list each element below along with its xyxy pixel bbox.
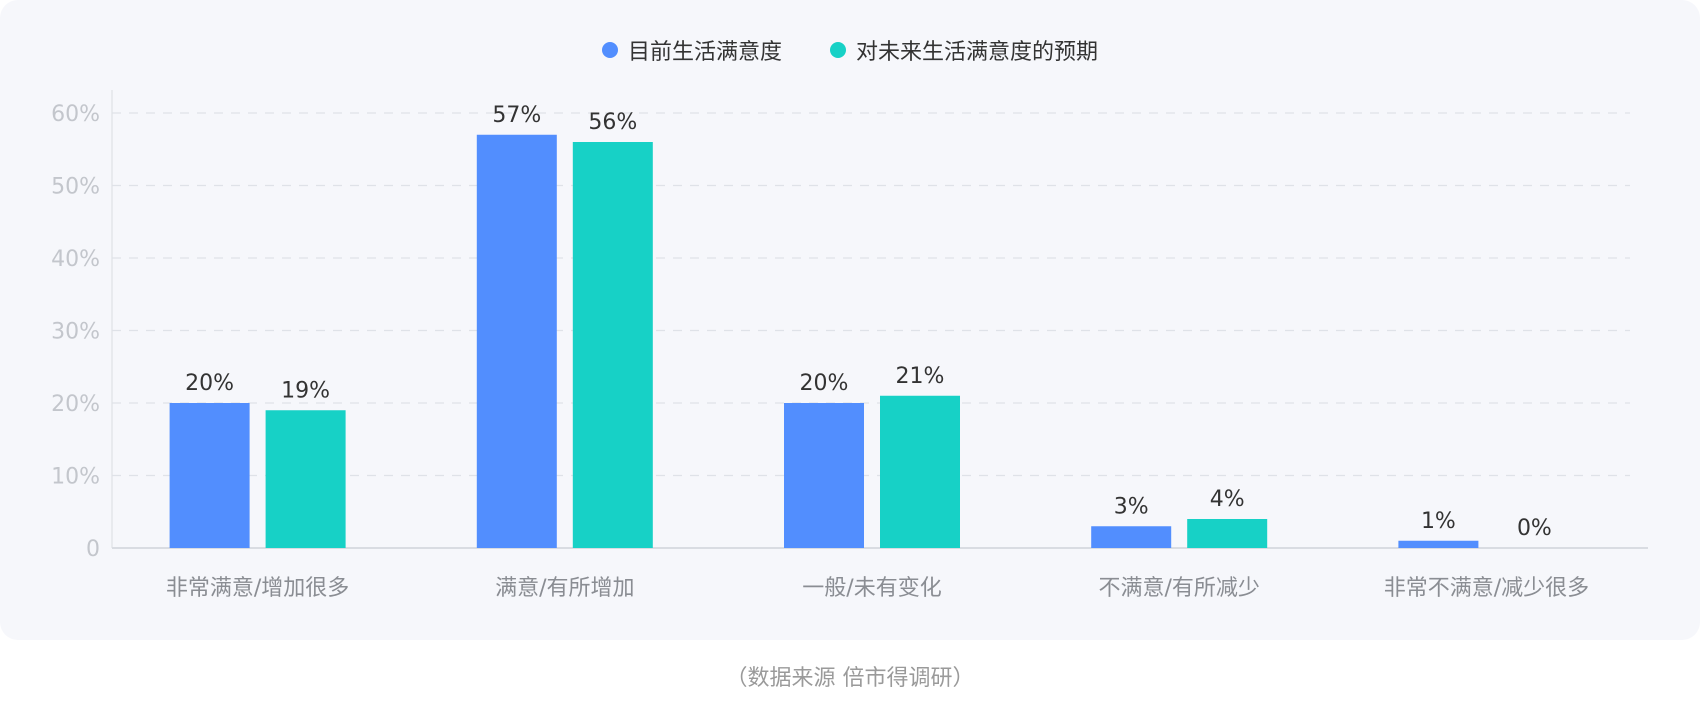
x-tick-label: 满意/有所增加 [495,576,634,601]
data-label: 20% [800,371,849,396]
legend-swatch-future [830,42,846,58]
data-label: 57% [492,103,541,128]
bar-future [880,395,960,548]
legend: 目前生活满意度 对未来生活满意度的预期 [0,34,1700,66]
legend-swatch-current [601,42,618,58]
bar-future [1187,519,1268,548]
data-label: 19% [281,378,330,403]
x-tick-label: 非常满意/增加很多 [166,576,349,601]
x-tick-label: 不满意/有所减少 [1098,576,1259,601]
data-label: 20% [185,371,234,396]
legend-label-current: 目前生活满意度 [627,40,782,65]
data-label: 0% [1517,516,1552,541]
legend-item-future: 对未来生活满意度的预期 [830,34,1098,66]
x-tick-label: 一般/未有变化 [802,576,941,601]
source-note: （数据来源 倍市得调研） [725,666,975,691]
bar-current [784,403,864,548]
data-label: 1% [1421,509,1456,534]
bar-current [169,403,250,548]
bar-current [1091,526,1172,548]
y-tick-label: 60% [51,102,100,127]
bar-current [476,134,557,548]
bar-future [572,142,653,548]
y-tick-label: 0 [86,537,100,562]
y-tick-label: 20% [51,392,100,417]
data-label: 21% [896,364,945,389]
legend-label-future: 对未来生活满意度的预期 [856,40,1099,65]
data-label: 56% [588,110,637,135]
legend-item-current: 目前生活满意度 [601,34,782,66]
bar-current [1398,540,1479,548]
data-label: 4% [1210,487,1245,512]
bar-future [265,410,346,548]
y-tick-label: 10% [51,465,100,490]
y-tick-label: 30% [51,320,100,345]
y-tick-label: 40% [51,247,100,272]
bar-chart: 0 10% 20% 30% 40% 50% 60% 20% 19% 非常满意/增加很多 57% 56%… [51,90,1648,601]
x-tick-label: 非常不满意/减少很多 [1384,576,1589,601]
data-label: 3% [1114,494,1149,519]
y-tick-label: 50% [51,175,100,200]
